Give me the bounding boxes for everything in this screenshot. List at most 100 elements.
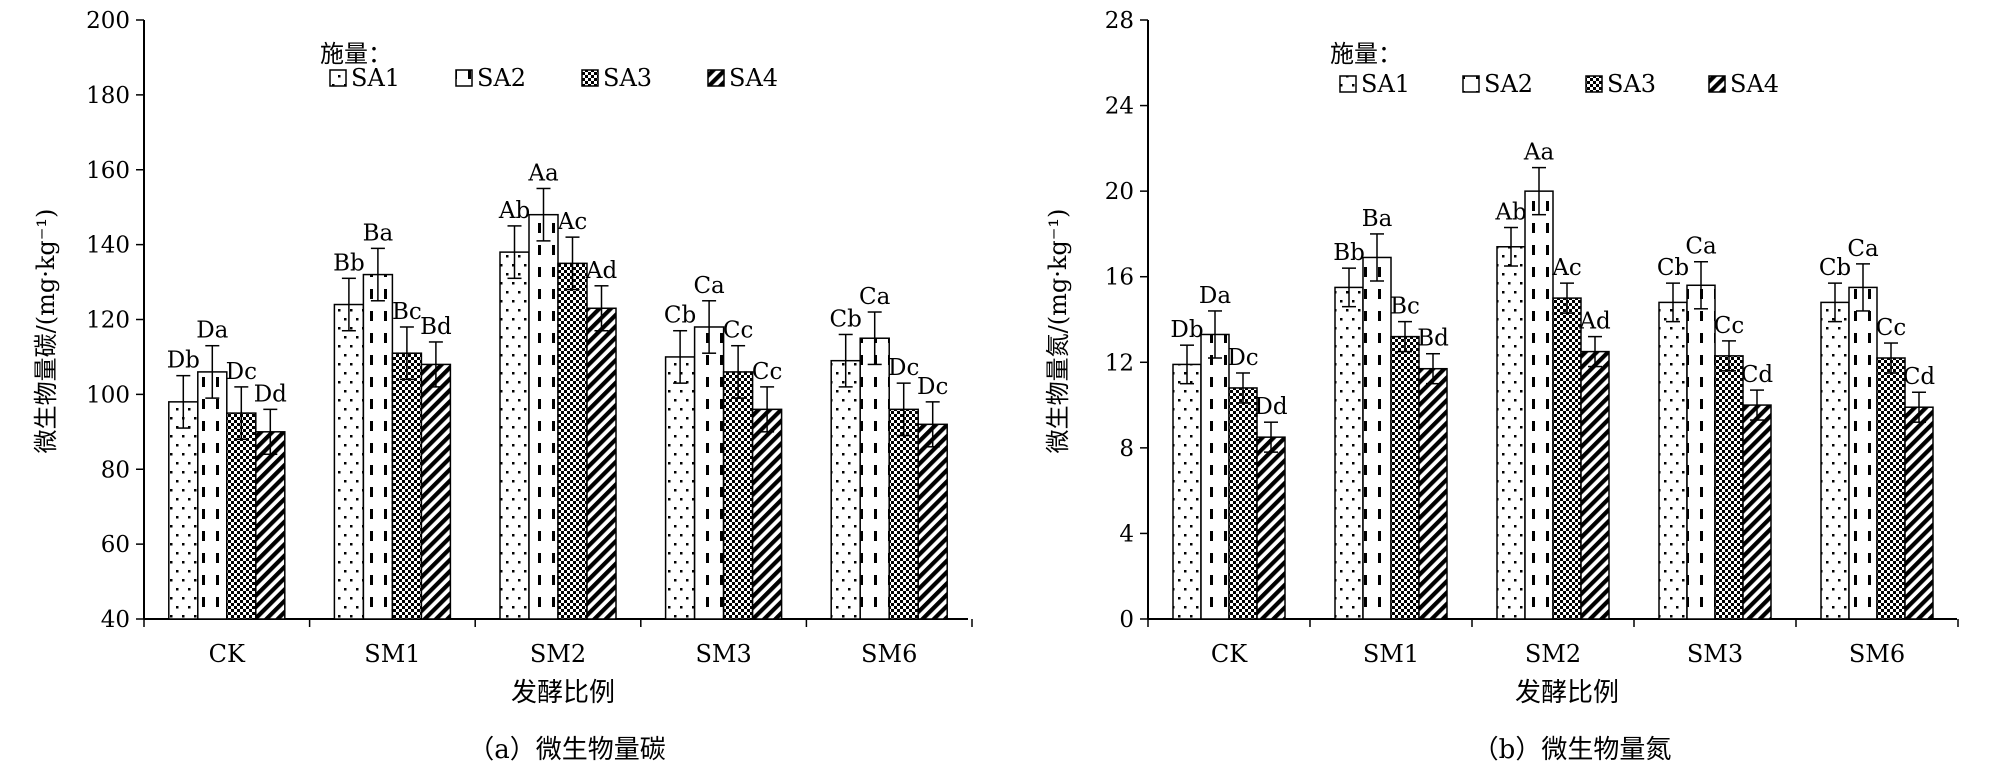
y-tick-label-a: 60: [101, 532, 130, 558]
significance-label: Ba: [363, 220, 394, 246]
x-category-label-sm6: SM6: [1849, 640, 1905, 668]
y-tick-label-a: 180: [86, 83, 130, 109]
legend-swatch-sa1: [329, 69, 347, 87]
legend-label-sa4: SA4: [1730, 70, 1779, 98]
bar-sa4-sm1: [420, 363, 452, 620]
bar-sa3-ck: [226, 412, 257, 620]
legend-label-sa4: SA4: [729, 64, 778, 92]
bar-sa4-sm3: [1742, 404, 1772, 620]
bar-sa3-ck: [1228, 387, 1258, 620]
legend-swatch-sa3: [581, 69, 599, 87]
chart-panel-b: 0 4 8 12 16 20 24 28 Db Da Dc Dd CK Bb Ba Bc Bd SM1 Ab Aa Ac…: [1044, 8, 1959, 765]
legend-label-sa1: SA1: [1361, 70, 1410, 98]
x-category-label-sm1: SM1: [364, 640, 420, 668]
bar-sa3-sm1: [391, 352, 423, 620]
bar-sa2-sm6: [859, 337, 890, 620]
x-category-label-ck: CK: [209, 640, 246, 668]
legend-swatch-sa4: [1708, 75, 1726, 93]
significance-label: Bc: [1390, 294, 1420, 320]
significance-label: Cb: [664, 303, 696, 329]
legend-label-sa2: SA2: [477, 64, 526, 92]
significance-label: Ca: [1685, 234, 1717, 260]
significance-label: Cb: [1657, 255, 1689, 281]
significance-label: Aa: [527, 160, 559, 186]
bar-sa3-sm1: [1390, 335, 1420, 620]
caption-a: （a）微生物量碳: [468, 735, 666, 765]
significance-label: Cb: [1819, 255, 1851, 281]
y-axis-title-a: 微生物量碳/(mg·kg⁻¹): [32, 209, 60, 454]
significance-label: Ba: [1362, 206, 1393, 232]
y-tick-label-a: 200: [86, 8, 130, 34]
legend-swatch-sa2: [1462, 75, 1480, 93]
significance-label: Bb: [333, 250, 365, 276]
significance-label: Dc: [1227, 345, 1258, 371]
legend-title-a: 施量：: [320, 40, 392, 68]
y-tick-label-a: 40: [101, 607, 130, 633]
legend-swatch-sa1: [1339, 75, 1357, 93]
bar-sa1-sm1: [333, 303, 365, 620]
significance-label: Db: [1170, 317, 1203, 343]
significance-label: Bc: [392, 299, 422, 325]
bar-sa4-sm6: [917, 423, 948, 620]
x-axis-title-b: 发酵比例: [1515, 678, 1619, 708]
y-axis-title-b: 微生物量氮/(mg·kg⁻¹): [1044, 209, 1072, 454]
bar-sa1-sm2: [499, 251, 530, 620]
bar-sa2-sm6: [1848, 286, 1878, 620]
legend-swatch-sa3: [1585, 75, 1603, 93]
bar-sa2-sm3: [1686, 284, 1716, 620]
y-tick-label-a: 160: [86, 158, 130, 184]
bar-sa1-ck: [168, 401, 199, 620]
bar-sa2-sm2: [528, 213, 559, 620]
bar-sa2-ck: [1200, 333, 1230, 620]
bar-sa3-sm3: [1714, 355, 1744, 620]
significance-label: Ad: [585, 258, 618, 284]
bar-sa2-sm2: [1524, 190, 1554, 620]
y-tick-label-b: 24: [1105, 94, 1134, 120]
bar-sa4-sm6: [1904, 406, 1934, 620]
x-category-label-sm2: SM2: [530, 640, 586, 668]
legend-label-sa1: SA1: [351, 64, 400, 92]
y-tick-label-b: 16: [1105, 265, 1134, 291]
y-tick-label-b: 28: [1105, 8, 1134, 34]
significance-label: Dd: [254, 381, 287, 407]
bar-sa1-sm2: [1496, 246, 1526, 620]
y-tick-label-a: 120: [86, 308, 130, 334]
significance-label: Bb: [1333, 240, 1365, 266]
bar-sa4-sm1: [1418, 367, 1448, 620]
legend-label-sa3: SA3: [1607, 70, 1656, 98]
y-tick-label-b: 0: [1119, 607, 1134, 633]
bar-sa1-sm3: [1658, 301, 1688, 620]
x-category-label-sm2: SM2: [1525, 640, 1581, 668]
significance-label: Bd: [420, 314, 452, 340]
legend-label-sa2: SA2: [1484, 70, 1533, 98]
legend-swatch-sa4: [707, 69, 725, 87]
y-tick-label-b: 12: [1105, 350, 1134, 376]
significance-label: Dd: [1254, 394, 1287, 420]
significance-label: Ac: [557, 209, 588, 235]
bars-b: 0 4 8 12 16 20 24 28 Db Da Dc Dd CK Bb Ba Bc Bd SM1 Ab Aa Ac…: [1105, 8, 1959, 668]
significance-label: Ad: [1578, 309, 1611, 335]
bar-sa2-sm3: [693, 326, 725, 620]
bar-sa3-sm2: [1552, 297, 1582, 620]
bar-sa4-ck: [255, 431, 286, 620]
bar-sa4-ck: [1256, 436, 1286, 620]
significance-label: Ca: [1847, 236, 1879, 262]
x-category-label-sm6: SM6: [861, 640, 917, 668]
significance-label: Db: [167, 348, 200, 374]
significance-label: Dc: [226, 359, 257, 385]
bar-sa1-sm1: [1334, 286, 1364, 620]
significance-label: Cc: [1714, 313, 1744, 339]
bar-sa1-sm6: [1820, 301, 1850, 620]
y-tick-label-a: 140: [86, 233, 130, 259]
bar-sa1-ck: [1172, 363, 1202, 620]
significance-label: Cd: [1741, 362, 1774, 388]
significance-label: Ca: [693, 273, 725, 299]
significance-label: Bd: [1417, 326, 1449, 352]
caption-b: （b）微生物量氮: [1473, 735, 1672, 765]
x-category-label-sm3: SM3: [1687, 640, 1743, 668]
bar-sa2-sm1: [1362, 256, 1392, 620]
significance-label: Ab: [498, 198, 530, 224]
bar-sa3-sm6: [1876, 357, 1906, 620]
bar-sa4-sm3: [751, 408, 783, 620]
